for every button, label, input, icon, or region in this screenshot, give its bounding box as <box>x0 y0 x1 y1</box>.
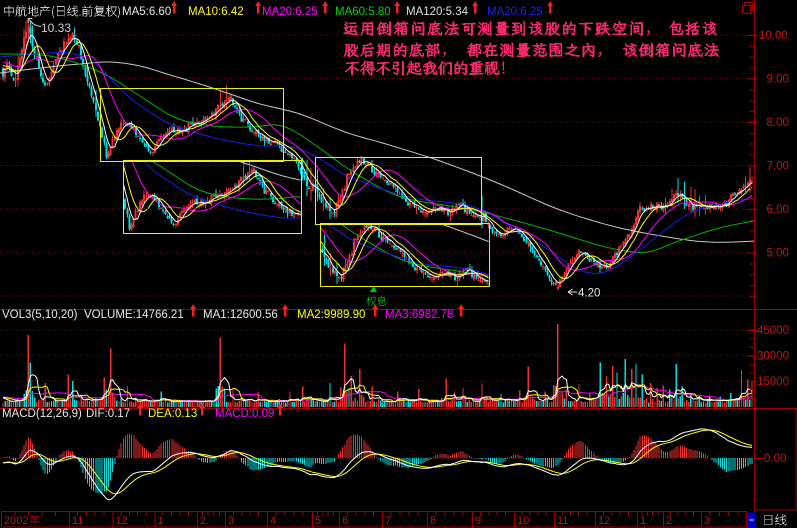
svg-text:1: 1 <box>158 515 164 527</box>
svg-text:8: 8 <box>430 515 436 527</box>
svg-text:15000: 15000 <box>757 376 789 388</box>
svg-text:MACD:0.09: MACD:0.09 <box>215 408 274 420</box>
svg-text:3: 3 <box>228 515 234 527</box>
svg-text:9: 9 <box>475 515 481 527</box>
svg-text:9.00: 9.00 <box>767 74 789 86</box>
svg-text:DEA:0.13: DEA:0.13 <box>148 408 197 420</box>
svg-text:5.00: 5.00 <box>767 248 789 260</box>
svg-text:5: 5 <box>315 515 321 527</box>
svg-text:10: 10 <box>517 515 529 527</box>
svg-text:4: 4 <box>270 515 276 527</box>
svg-text:4.20: 4.20 <box>578 288 600 300</box>
svg-text:MA120:5.34: MA120:5.34 <box>406 6 469 18</box>
svg-text:7: 7 <box>385 515 391 527</box>
svg-text:10.33: 10.33 <box>41 21 71 35</box>
svg-text:11: 11 <box>72 515 83 527</box>
svg-text:10.00: 10.00 <box>759 30 788 42</box>
svg-text:MA20:6.25: MA20:6.25 <box>262 6 318 18</box>
svg-text:45000: 45000 <box>757 325 789 337</box>
svg-text:MA10:6.42: MA10:6.42 <box>188 6 244 18</box>
svg-text:30000: 30000 <box>757 351 789 363</box>
svg-text:MA60:5.80: MA60:5.80 <box>335 6 391 18</box>
svg-text:2: 2 <box>200 515 206 527</box>
svg-text:MA20:6.25: MA20:6.25 <box>487 6 543 18</box>
svg-text:12: 12 <box>598 515 610 527</box>
svg-text:11: 11 <box>557 515 568 527</box>
svg-text:2: 2 <box>666 515 672 527</box>
svg-text:MA2:9989.90: MA2:9989.90 <box>297 309 365 321</box>
svg-text:VOL3(5,10,20): VOL3(5,10,20) <box>2 309 78 321</box>
svg-text:MA1:12600.56: MA1:12600.56 <box>203 309 278 321</box>
svg-text:1: 1 <box>640 515 646 527</box>
svg-text:6: 6 <box>342 515 348 527</box>
svg-text:0.00: 0.00 <box>764 453 786 465</box>
svg-text:MA3:6982.78: MA3:6982.78 <box>385 309 453 321</box>
svg-text:MA5:6.60: MA5:6.60 <box>122 6 171 18</box>
svg-text:VOLUME:14766.21: VOLUME:14766.21 <box>84 309 184 321</box>
svg-text:6.00: 6.00 <box>767 204 789 216</box>
svg-text:7.00: 7.00 <box>767 161 789 173</box>
svg-text:MACD(12,26,9): MACD(12,26,9) <box>2 408 82 420</box>
svg-text:12: 12 <box>116 515 128 527</box>
svg-text:8.00: 8.00 <box>767 117 789 129</box>
svg-text:2002: 2002 <box>4 515 28 527</box>
svg-text:3: 3 <box>704 515 710 527</box>
svg-text:DIF:0.17: DIF:0.17 <box>86 408 130 420</box>
